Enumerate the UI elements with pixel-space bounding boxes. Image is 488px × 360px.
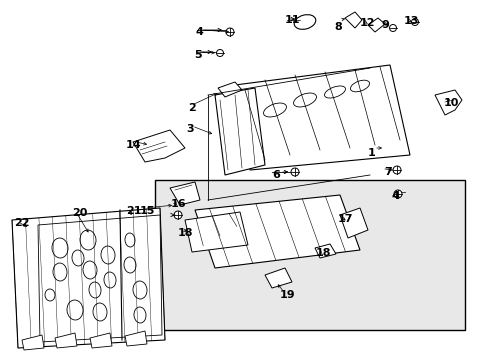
Text: 18: 18 — [178, 228, 193, 238]
Polygon shape — [235, 65, 409, 170]
Text: 19: 19 — [280, 290, 295, 300]
Polygon shape — [38, 215, 162, 342]
Text: 7: 7 — [383, 167, 391, 177]
Polygon shape — [215, 88, 264, 175]
Circle shape — [174, 211, 182, 219]
Text: 9: 9 — [380, 20, 388, 30]
Text: 8: 8 — [333, 22, 341, 32]
Text: 4: 4 — [196, 27, 203, 37]
Text: 5: 5 — [194, 50, 201, 60]
Text: 11: 11 — [285, 15, 300, 25]
Circle shape — [392, 166, 400, 174]
Text: 12: 12 — [359, 18, 375, 28]
Text: 2: 2 — [187, 103, 195, 113]
Polygon shape — [314, 244, 335, 258]
Text: 10: 10 — [443, 98, 458, 108]
Circle shape — [393, 190, 401, 198]
Text: 6: 6 — [271, 170, 279, 180]
Text: 1: 1 — [367, 148, 375, 158]
Circle shape — [411, 18, 418, 26]
Circle shape — [389, 24, 396, 32]
Polygon shape — [434, 90, 461, 115]
Polygon shape — [264, 268, 291, 288]
Polygon shape — [12, 208, 164, 348]
Polygon shape — [125, 331, 147, 346]
Polygon shape — [195, 195, 359, 268]
Text: 21: 21 — [126, 206, 141, 216]
Polygon shape — [90, 333, 112, 348]
Text: 22: 22 — [14, 218, 29, 228]
Text: 16: 16 — [171, 199, 186, 209]
Text: 13: 13 — [403, 16, 419, 26]
Bar — [155, 180, 464, 330]
Text: 18: 18 — [315, 248, 331, 258]
Circle shape — [225, 28, 234, 36]
Text: 14: 14 — [126, 140, 142, 150]
Text: 17: 17 — [337, 214, 353, 224]
Polygon shape — [170, 182, 200, 205]
Polygon shape — [133, 130, 184, 162]
Circle shape — [216, 49, 223, 57]
Text: 20: 20 — [72, 208, 87, 218]
Polygon shape — [339, 208, 367, 238]
Polygon shape — [22, 335, 44, 350]
Circle shape — [290, 168, 298, 176]
Polygon shape — [218, 82, 242, 97]
Text: 15: 15 — [140, 206, 155, 216]
Text: 4: 4 — [390, 191, 398, 201]
Polygon shape — [184, 212, 247, 252]
Polygon shape — [55, 333, 77, 348]
Polygon shape — [367, 18, 384, 32]
Text: 3: 3 — [185, 124, 193, 134]
Polygon shape — [345, 12, 361, 28]
